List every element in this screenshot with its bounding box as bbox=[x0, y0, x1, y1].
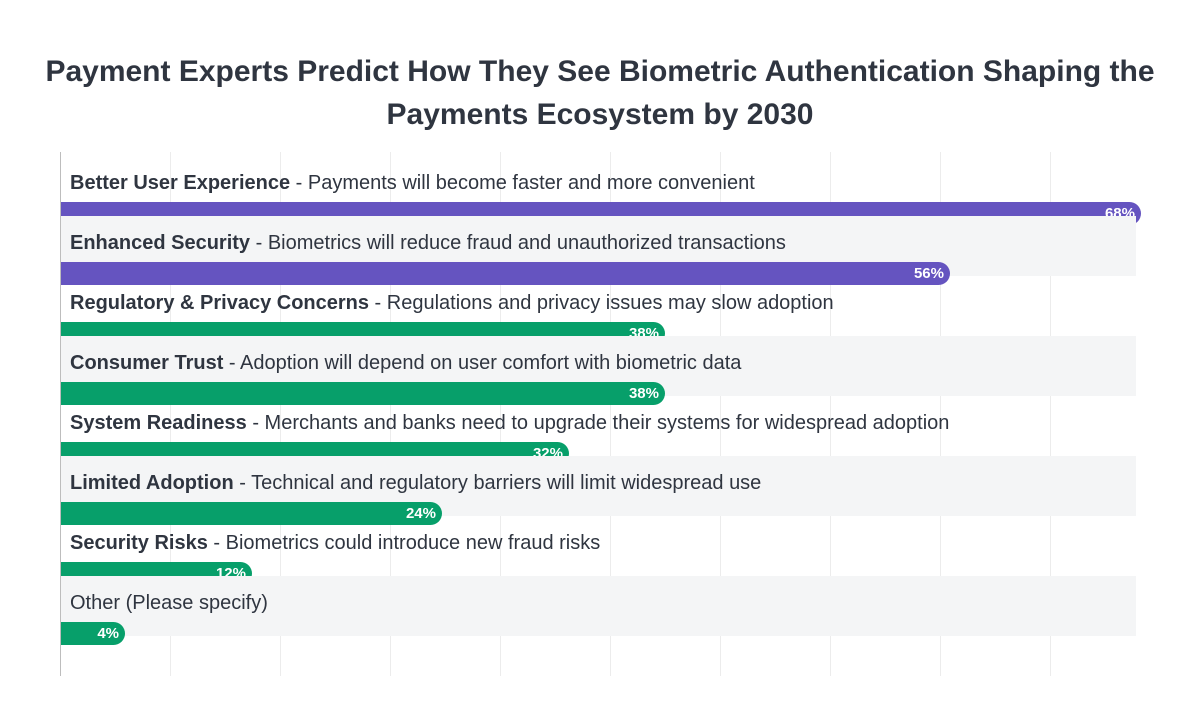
category-label-description: Other (Please specify) bbox=[70, 592, 268, 614]
category-label: Regulatory & Privacy Concerns - Regulati… bbox=[70, 292, 834, 315]
category-label-description: - Payments will become faster and more c… bbox=[290, 172, 755, 194]
category-label: Other (Please specify) bbox=[70, 592, 268, 615]
category-label-bold: System Readiness bbox=[70, 412, 247, 434]
category-label-description: - Technical and regulatory barriers will… bbox=[233, 472, 762, 494]
bar: 4% bbox=[61, 622, 125, 645]
category-label-bold: Enhanced Security bbox=[70, 232, 251, 254]
category-label-description: - Biometrics could introduce new fraud r… bbox=[207, 532, 601, 554]
category-label-bold: Security Risks bbox=[70, 532, 208, 554]
data-label: 4% bbox=[97, 625, 119, 642]
bar: 38% bbox=[61, 382, 665, 405]
data-label: 24% bbox=[405, 505, 436, 522]
grid-line bbox=[170, 152, 171, 676]
grid-line bbox=[830, 152, 831, 676]
category-label: Limited Adoption - Technical and regulat… bbox=[70, 472, 761, 495]
bar-row: Limited Adoption - Technical and regulat… bbox=[61, 456, 1136, 525]
grid-line bbox=[500, 152, 501, 676]
bar: 56% bbox=[61, 262, 950, 285]
grid-line bbox=[610, 152, 611, 676]
bar-chart: Better User Experience - Payments will b… bbox=[0, 152, 1200, 676]
bar-row: Security Risks - Biometrics could introd… bbox=[61, 516, 1136, 585]
category-label-bold: Limited Adoption bbox=[70, 472, 234, 494]
grid-line bbox=[940, 152, 941, 676]
category-label: Better User Experience - Payments will b… bbox=[70, 172, 755, 195]
category-label: Enhanced Security - Biometrics will redu… bbox=[70, 232, 786, 255]
bar-row: Other (Please specify) 4% bbox=[61, 576, 1136, 645]
category-label-bold: Regulatory & Privacy Concerns bbox=[70, 292, 369, 314]
bar-row: System Readiness - Merchants and banks n… bbox=[61, 396, 1136, 465]
grid-line bbox=[1050, 152, 1051, 676]
grid-line bbox=[390, 152, 391, 676]
bar-row: Better User Experience - Payments will b… bbox=[61, 156, 1141, 225]
data-label: 38% bbox=[628, 385, 659, 402]
y-axis-line bbox=[60, 152, 61, 676]
data-label: 56% bbox=[913, 265, 944, 282]
bar-row: Regulatory & Privacy Concerns - Regulati… bbox=[61, 276, 1136, 345]
category-label-description: - Adoption will depend on user comfort w… bbox=[223, 352, 742, 374]
bar-row: Enhanced Security - Biometrics will redu… bbox=[61, 216, 1136, 285]
bar: 24% bbox=[61, 502, 442, 525]
category-label-description: - Merchants and banks need to upgrade th… bbox=[246, 412, 950, 434]
category-label-description: - Biometrics will reduce fraud and unaut… bbox=[250, 232, 786, 254]
category-label-bold: Better User Experience bbox=[70, 172, 291, 194]
bar-row: Consumer Trust - Adoption will depend on… bbox=[61, 336, 1136, 405]
category-label: Security Risks - Biometrics could introd… bbox=[70, 532, 600, 555]
category-label-description: - Regulations and privacy issues may slo… bbox=[369, 292, 834, 314]
grid-line bbox=[720, 152, 721, 676]
category-label: System Readiness - Merchants and banks n… bbox=[70, 412, 949, 435]
grid-line bbox=[280, 152, 281, 676]
chart-title: Payment Experts Predict How They See Bio… bbox=[45, 55, 1155, 131]
category-label: Consumer Trust - Adoption will depend on… bbox=[70, 352, 741, 375]
category-label-bold: Consumer Trust bbox=[70, 352, 224, 374]
